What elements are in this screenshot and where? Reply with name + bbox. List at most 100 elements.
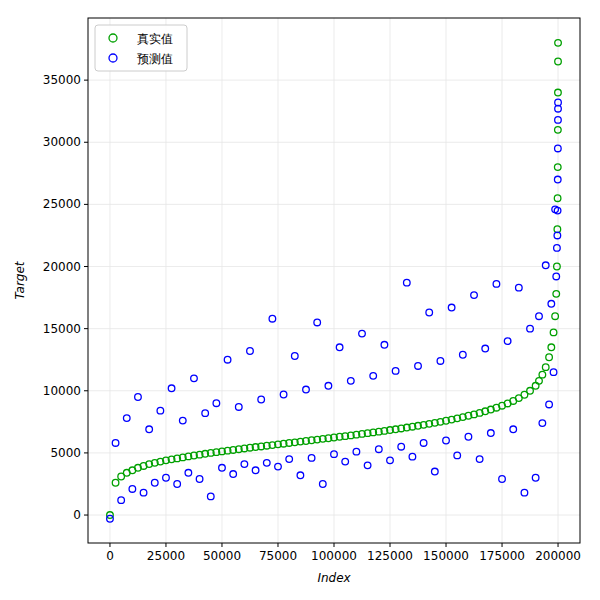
tick	[558, 543, 559, 547]
point	[157, 407, 164, 414]
point	[510, 426, 517, 433]
point	[325, 383, 332, 390]
tick-label: 5000	[50, 446, 81, 460]
point	[546, 401, 553, 408]
x-axis-label: Index	[317, 571, 351, 585]
tick-label: 100000	[311, 549, 357, 563]
point	[539, 371, 546, 378]
point	[123, 415, 130, 422]
tick	[84, 390, 88, 391]
point	[554, 164, 561, 171]
point	[554, 195, 561, 202]
point	[527, 325, 534, 332]
legend-marker	[109, 34, 117, 42]
point	[398, 443, 405, 450]
point	[191, 375, 198, 382]
point	[499, 476, 506, 483]
point	[550, 329, 557, 336]
point	[471, 292, 478, 299]
tick-label: 0	[106, 549, 114, 563]
tick	[84, 204, 88, 205]
tick-label: 50000	[203, 549, 241, 563]
grid-line	[502, 18, 503, 543]
tick-label: 175000	[479, 549, 525, 563]
point	[504, 338, 511, 345]
point	[163, 474, 170, 481]
y-axis-label: Target	[13, 260, 27, 299]
grid-line	[88, 80, 580, 81]
points	[107, 40, 562, 523]
point	[437, 358, 444, 365]
point	[319, 481, 326, 488]
grid-line	[446, 18, 447, 543]
point	[112, 440, 119, 447]
tick-label: 125000	[367, 549, 413, 563]
point	[107, 515, 114, 522]
point	[348, 378, 355, 385]
point	[331, 451, 338, 458]
point	[151, 479, 158, 486]
point	[554, 176, 561, 183]
tick	[84, 452, 88, 453]
point	[392, 368, 399, 375]
tick	[84, 328, 88, 329]
grid-line	[277, 18, 278, 543]
point	[174, 481, 181, 488]
tick	[84, 142, 88, 143]
point	[168, 385, 175, 392]
tick-label: 75000	[259, 549, 297, 563]
point	[415, 363, 422, 370]
point	[426, 309, 433, 316]
tick	[334, 543, 335, 547]
point	[539, 420, 546, 427]
tick	[165, 543, 166, 547]
point	[542, 262, 549, 269]
tick-label: 25000	[43, 197, 81, 211]
point	[291, 353, 298, 360]
point	[554, 263, 561, 270]
legend-label: 真实值	[137, 32, 173, 46]
point	[252, 467, 259, 474]
tick	[221, 543, 222, 547]
point	[135, 394, 142, 401]
point	[553, 291, 560, 298]
point	[550, 369, 557, 376]
point	[476, 456, 483, 463]
grid-line	[88, 328, 580, 329]
point	[224, 356, 231, 363]
tick	[84, 80, 88, 81]
point	[443, 437, 450, 444]
tick	[390, 543, 391, 547]
tick-label: 10000	[43, 384, 81, 398]
chart: 0 25000 50000 75000 100000 125000 150000 175000…	[0, 0, 600, 600]
point	[342, 458, 349, 465]
tick	[109, 543, 110, 547]
point	[548, 300, 555, 307]
point	[280, 391, 287, 398]
tick-label: 25000	[147, 549, 185, 563]
point	[555, 117, 562, 124]
point	[532, 474, 539, 481]
point	[297, 472, 304, 479]
grid-line	[88, 515, 580, 516]
point	[370, 373, 377, 380]
tick	[277, 543, 278, 547]
point	[376, 446, 383, 453]
point	[432, 468, 439, 475]
point	[448, 304, 455, 311]
point	[364, 462, 371, 469]
grid-line	[558, 18, 559, 543]
point	[409, 453, 416, 460]
tick-label: 150000	[423, 549, 469, 563]
grid-line	[334, 18, 335, 543]
point	[465, 433, 472, 440]
point	[129, 486, 136, 493]
point	[118, 497, 125, 504]
point	[548, 344, 555, 351]
point	[554, 207, 561, 214]
point	[207, 493, 214, 500]
point	[235, 404, 242, 411]
plot-frame	[88, 18, 580, 543]
point	[555, 145, 562, 152]
point	[482, 345, 489, 352]
